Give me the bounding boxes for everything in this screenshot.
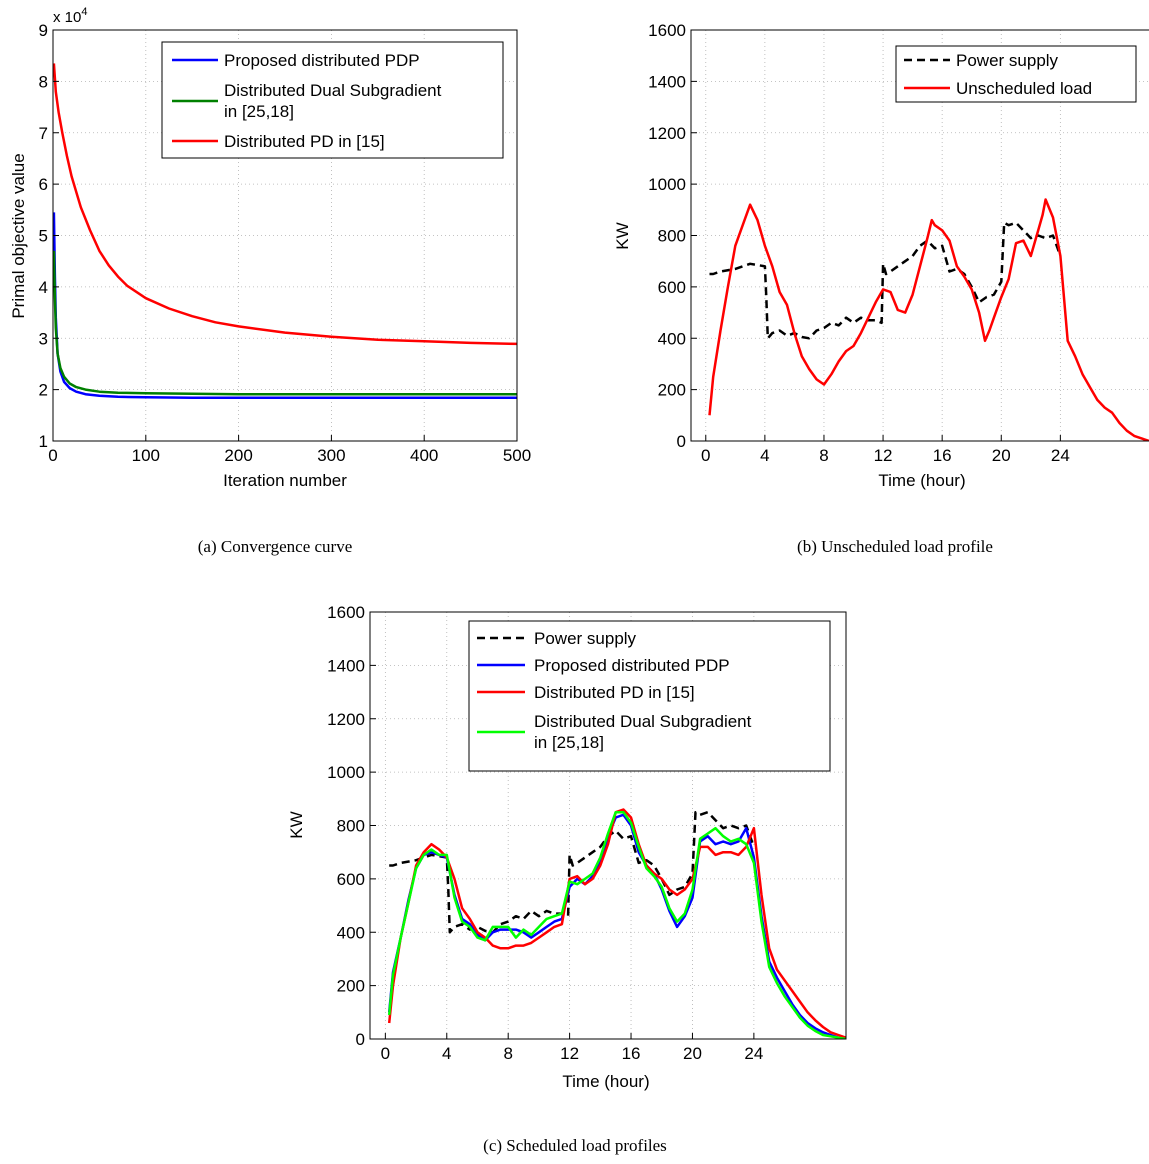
chart-c-series-2-line [387,808,846,1039]
chart-a-legend: Proposed distributed PDP Distributed Dua… [161,41,504,159]
chart-c-xlabel: Time (hour) [562,1072,649,1091]
legend-b-label-supply: Power supply [956,51,1059,70]
chart-a-series-2-line [53,63,517,346]
chart-a-legend-box [161,41,504,159]
chart-b: 0 4 8 12 16 20 24 0 200 400 600 800 1000 1200 1400 1600… [613,21,1149,490]
chart-a-ylabel: Primal objective value [9,153,28,318]
chart-c-ylabel: KW [287,811,306,838]
chart-b-xtick-label: 12 [874,446,893,465]
chart-c-xtick-label: 0 [381,1044,390,1063]
chart-b-ytick-label: 600 [658,278,686,297]
chart-a-ytick-label: 6 [39,175,48,194]
chart-a-series-0-line [53,212,517,400]
legend-a-label-pdp: Proposed distributed PDP [224,51,420,70]
chart-b-xtick-label: 8 [819,446,828,465]
chart-a-ytick-label: 2 [39,381,48,400]
chart-b-ytick-label: 1200 [648,124,686,143]
chart-a-exponent: x 104 [53,6,87,26]
chart-c-ytick-label: 1000 [327,763,365,782]
chart-c-series-0-line [389,810,756,934]
caption-b: (b) Unscheduled load profile [797,537,993,556]
legend-a-label-dual: Distributed Dual Subgradient in [25,18] [224,81,442,121]
chart-c-lines [387,808,846,1039]
chart-b-ytick-label: 800 [658,227,686,246]
chart-a-series-1-line [53,250,517,396]
chart-b-series-0-line [709,221,1062,340]
chart-a-xtick-label: 300 [317,446,345,465]
chart-b-ytick-label: 200 [658,381,686,400]
chart-c-xtick-label: 8 [503,1044,512,1063]
chart-a-ytick-label: 4 [39,278,48,297]
chart-a-xtick-label: 400 [410,446,438,465]
chart-c-ytick-label: 400 [337,923,365,942]
chart-c-legend-box [468,620,831,772]
chart-c-ytick-label: 1600 [327,603,365,622]
chart-b-xtick-label: 16 [933,446,952,465]
chart-b-xtick-label: 4 [760,446,769,465]
chart-c-xtick-label: 12 [560,1044,579,1063]
chart-b-xtick-label: 24 [1051,446,1070,465]
chart-b-lines [708,198,1149,441]
caption-c: (c) Scheduled load profiles [483,1136,667,1155]
chart-c-series-3-line [387,810,846,1039]
chart-c-xtick-label: 4 [442,1044,451,1063]
chart-b-ytick-label: 400 [658,329,686,348]
chart-b-xtick-label: 20 [992,446,1011,465]
chart-c-xtick-label: 24 [744,1044,763,1063]
chart-b-legend-box [895,45,1137,103]
chart-c-xtick-label: 20 [683,1044,702,1063]
chart-b-ytick-label: 1400 [648,72,686,91]
legend-c-label-supply: Power supply [534,629,637,648]
chart-c-ytick-label: 600 [337,870,365,889]
chart-a: 0 100 200 300 400 500 1 2 3 4 5 6 7 8 9 x 104 Iteratio… [9,6,531,490]
legend-c-label-dual: Distributed Dual Subgradient in [25,18] [534,712,752,752]
chart-a-ytick-label: 8 [39,72,48,91]
chart-c-xtick-label: 16 [622,1044,641,1063]
chart-a-ytick-label: 9 [39,21,48,40]
caption-a: (a) Convergence curve [197,537,353,556]
chart-a-ytick-label: 7 [39,124,48,143]
chart-b-ytick-label: 1600 [648,21,686,40]
legend-c-label-pdp: Proposed distributed PDP [534,656,730,675]
chart-b-ytick-label: 0 [677,432,686,451]
chart-b-ylabel: KW [613,222,632,249]
chart-a-ticks: 0 100 200 300 400 500 1 2 3 4 5 6 7 8 9 [39,21,532,465]
chart-a-xlabel: Iteration number [223,471,347,490]
chart-b-legend: Power supply Unscheduled load [895,45,1137,103]
chart-c-ytick-label: 800 [337,817,365,836]
chart-a-ytick-label: 5 [39,227,48,246]
chart-b-xtick-label: 0 [701,446,710,465]
legend-a-label-pd: Distributed PD in [15] [224,132,385,151]
chart-c-legend: Power supply Proposed distributed PDP Di… [468,620,831,772]
chart-b-ytick-label: 1000 [648,175,686,194]
chart-c-ytick-label: 1200 [327,710,365,729]
chart-a-xtick-label: 500 [503,446,531,465]
chart-a-xtick-label: 200 [224,446,252,465]
chart-b-series-1-line [708,198,1149,441]
chart-a-lines [53,63,517,400]
chart-c-ytick-label: 1400 [327,656,365,675]
chart-b-ticks: 0 4 8 12 16 20 24 0 200 400 600 800 1000 1200 1400 1600 [648,21,1070,465]
chart-a-ytick-label: 3 [39,329,48,348]
chart-a-ytick-label: 1 [39,432,48,451]
chart-a-xtick-label: 0 [48,446,57,465]
legend-c-label-pd: Distributed PD in [15] [534,683,695,702]
legend-b-label-unscheduled: Unscheduled load [956,79,1092,98]
chart-a-xtick-label: 100 [132,446,160,465]
chart-b-xlabel: Time (hour) [878,471,965,490]
chart-c: 0 4 8 12 16 20 24 0 200 400 600 800 1000 1200 1400 1600… [287,603,847,1091]
chart-c-ytick-label: 200 [337,977,365,996]
chart-c-ticks: 0 4 8 12 16 20 24 0 200 400 600 800 1000 1200 1400 1600 [327,603,763,1063]
chart-c-ytick-label: 0 [356,1030,365,1049]
